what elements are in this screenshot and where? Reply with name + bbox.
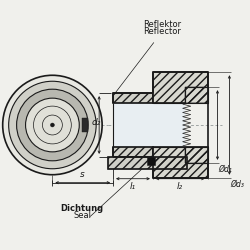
Bar xyxy=(185,87,208,103)
Bar xyxy=(113,147,153,157)
Bar xyxy=(185,147,208,163)
Text: Seal: Seal xyxy=(73,212,91,220)
Bar xyxy=(113,147,153,157)
Circle shape xyxy=(26,98,79,152)
Bar xyxy=(108,157,187,169)
Circle shape xyxy=(16,89,88,161)
Bar xyxy=(147,157,155,165)
Bar xyxy=(185,87,208,103)
Bar xyxy=(153,72,208,103)
Text: Dichtung: Dichtung xyxy=(61,204,104,212)
Text: d₂: d₂ xyxy=(92,118,101,126)
Bar xyxy=(82,118,88,132)
Circle shape xyxy=(3,75,102,175)
Bar xyxy=(153,103,185,147)
Text: s: s xyxy=(80,170,85,179)
Bar xyxy=(153,72,208,103)
Bar xyxy=(185,147,208,163)
Text: Reflektor: Reflektor xyxy=(143,20,181,28)
Bar xyxy=(108,157,187,169)
Text: l₂: l₂ xyxy=(177,182,183,191)
Text: Reflector: Reflector xyxy=(143,28,181,36)
Bar xyxy=(113,103,153,147)
Circle shape xyxy=(9,81,96,169)
Bar xyxy=(153,147,208,178)
Bar xyxy=(153,147,208,178)
Circle shape xyxy=(50,123,54,127)
Text: l₁: l₁ xyxy=(130,182,136,191)
Text: Ød₃: Ød₃ xyxy=(230,180,244,189)
Text: Ød₁: Ød₁ xyxy=(218,165,232,174)
Bar xyxy=(113,93,153,103)
Bar xyxy=(113,93,153,103)
